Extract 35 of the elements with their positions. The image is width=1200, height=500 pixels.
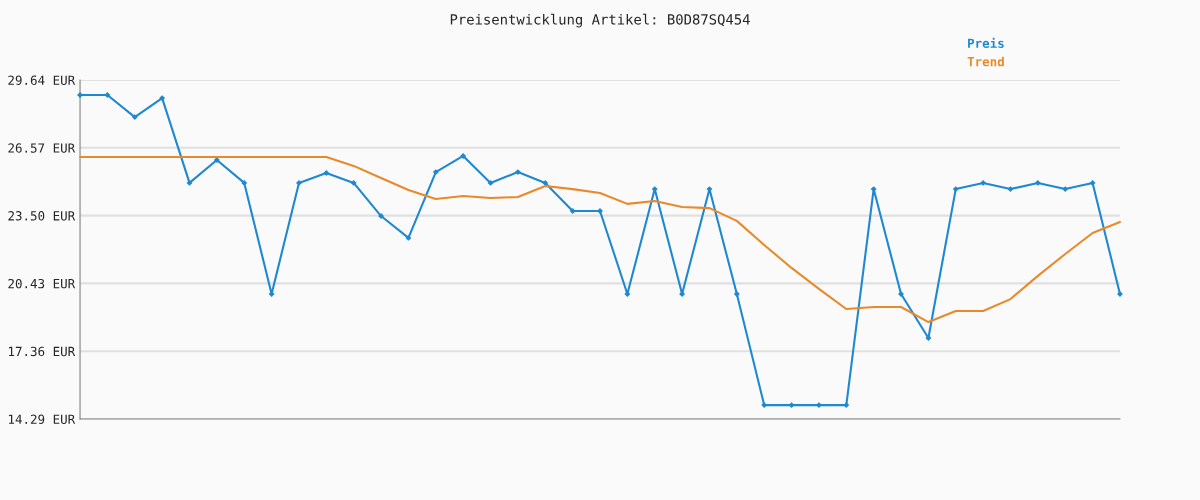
point <box>952 186 959 193</box>
chart-title: Preisentwicklung Artikel: B0D87SQ454 <box>450 13 750 28</box>
point <box>542 179 549 186</box>
y-tick-label: 17.36 EUR <box>8 346 76 357</box>
point <box>1007 186 1014 193</box>
point <box>679 291 686 297</box>
y-tick-label: 29.64 EUR <box>8 75 76 85</box>
point <box>432 169 439 176</box>
point <box>624 291 631 297</box>
point <box>104 92 111 98</box>
point <box>788 402 795 409</box>
point <box>487 179 494 186</box>
point <box>350 179 357 186</box>
text: Preis <box>968 37 1004 48</box>
y-tick-label: 23.50 EUR <box>8 211 76 221</box>
point <box>296 179 302 186</box>
line-series <box>79 156 1121 324</box>
point <box>569 208 576 214</box>
text: Trend <box>967 56 1004 67</box>
point <box>405 234 412 241</box>
point <box>131 114 138 121</box>
point <box>843 402 850 409</box>
point <box>186 179 193 186</box>
point <box>925 335 932 341</box>
point <box>733 291 740 297</box>
point <box>460 153 467 159</box>
point <box>1089 179 1096 186</box>
point <box>323 170 330 176</box>
point <box>268 291 275 297</box>
y-tick-label: 14.29 EUR <box>8 414 76 424</box>
y-tick-label: 20.43 EUR <box>8 278 76 289</box>
y-tick-label: 26.57 EUR <box>8 143 76 153</box>
point <box>1062 186 1069 193</box>
point <box>241 179 248 186</box>
point <box>213 157 220 163</box>
